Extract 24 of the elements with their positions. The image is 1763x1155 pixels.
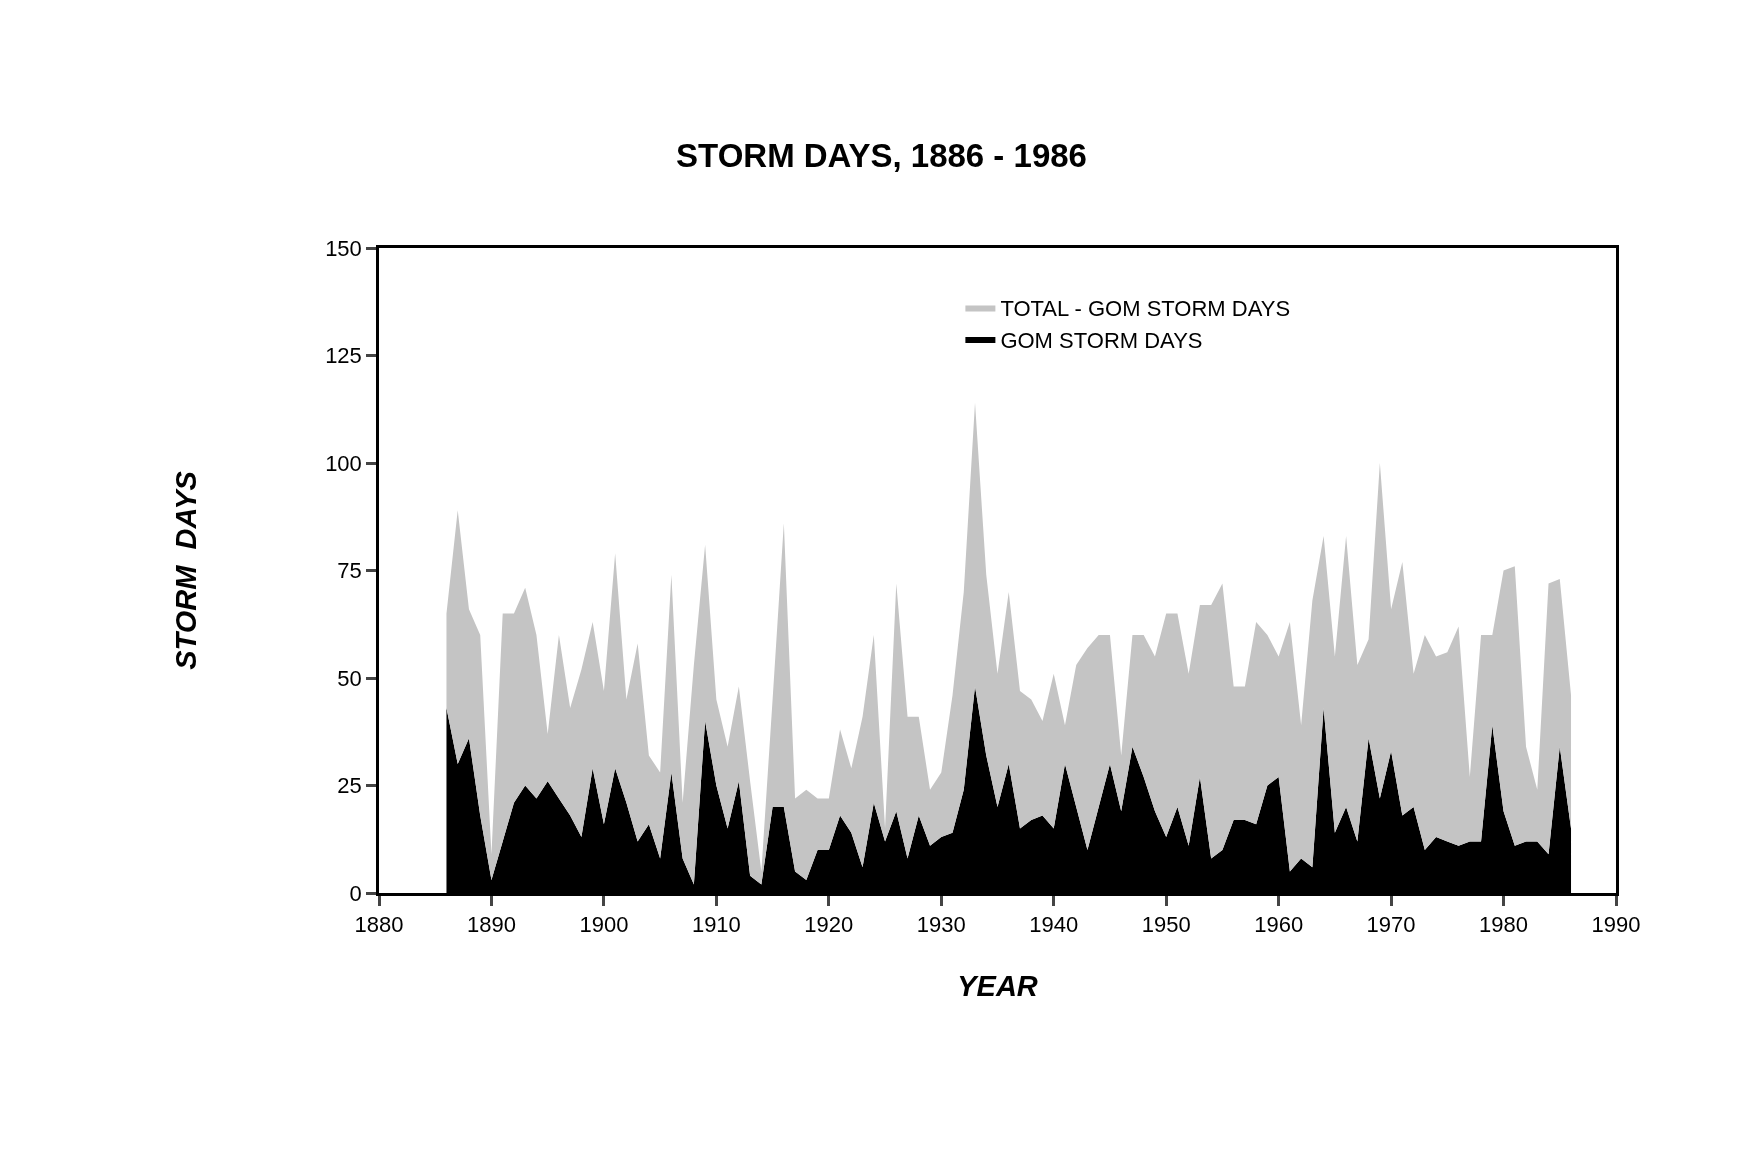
y-tick-label: 125: [325, 343, 362, 369]
y-tick-label: 50: [337, 665, 362, 691]
x-tick-label: 1960: [1254, 912, 1304, 938]
x-tick-label: 1880: [354, 912, 404, 938]
y-tick-label: 25: [337, 773, 362, 799]
x-tick-label: 1990: [1591, 912, 1641, 938]
x-tick-label: 1920: [804, 912, 854, 938]
x-tick-label: 1940: [1029, 912, 1079, 938]
legend-label: TOTAL - GOM STORM DAYS: [1000, 296, 1291, 322]
x-tick-label: 1930: [916, 912, 966, 938]
x-tick-label: 1950: [1141, 912, 1191, 938]
chart-title: STORM DAYS, 1886 - 1986: [676, 137, 1087, 175]
x-tick-label: 1900: [579, 912, 629, 938]
y-tick-label: 150: [325, 235, 362, 261]
legend-label: GOM STORM DAYS: [1000, 327, 1203, 353]
x-tick-label: 1890: [466, 912, 516, 938]
x-tick-label: 1910: [691, 912, 741, 938]
y-tick-label: 100: [325, 450, 362, 476]
x-tick-label: 1970: [1366, 912, 1416, 938]
y-tick-label: 0: [349, 880, 362, 906]
y-axis-title: STORM DAYS: [170, 470, 203, 670]
y-tick-label: 75: [337, 558, 362, 584]
x-tick-label: 1980: [1479, 912, 1529, 938]
x-axis-title: YEAR: [957, 969, 1038, 1002]
